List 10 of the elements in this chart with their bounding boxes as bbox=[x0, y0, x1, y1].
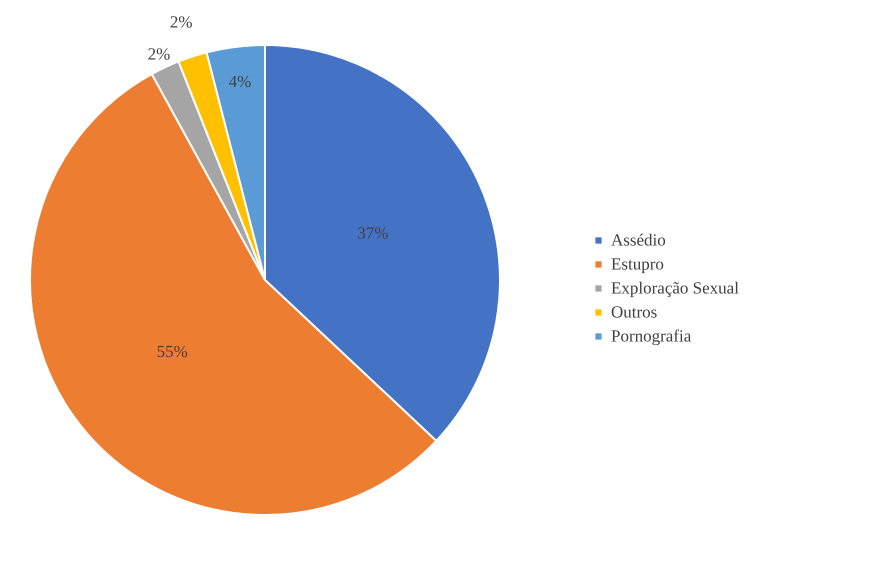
legend-label: Outros bbox=[611, 302, 658, 322]
data-label: 4% bbox=[228, 72, 252, 91]
legend-label: Assédio bbox=[611, 230, 666, 250]
legend-label: Pornografia bbox=[611, 326, 692, 346]
legend-label: Estupro bbox=[611, 254, 664, 274]
data-label: 2% bbox=[148, 44, 170, 64]
data-label: 37% bbox=[357, 223, 388, 242]
legend-label: Exploração Sexual bbox=[611, 278, 740, 298]
data-label: 2% bbox=[170, 12, 193, 32]
data-label: 55% bbox=[156, 342, 188, 362]
